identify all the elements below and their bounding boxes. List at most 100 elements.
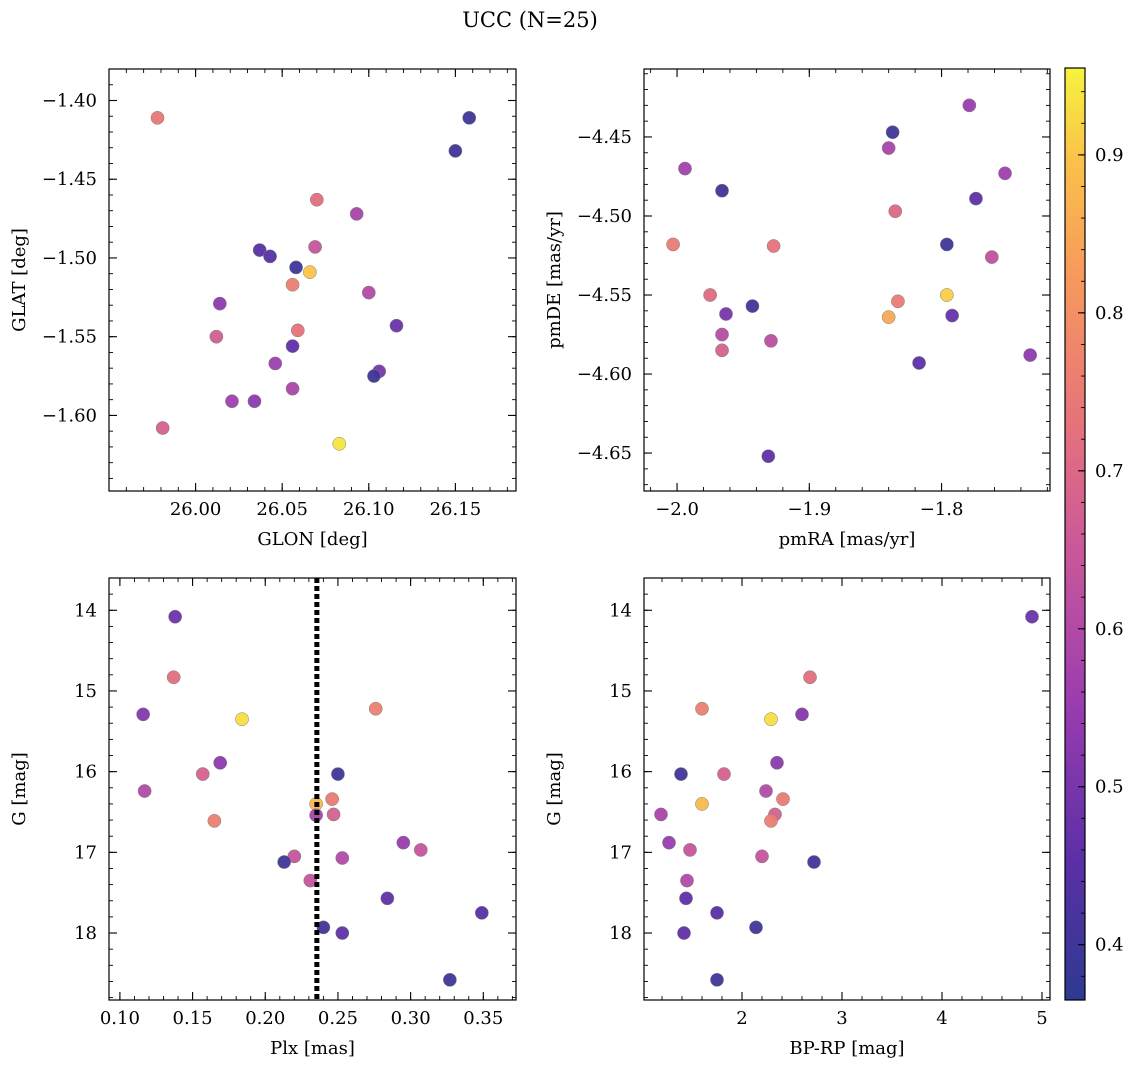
- x-tick-label: 0.25: [318, 1008, 358, 1029]
- data-point: [715, 183, 729, 198]
- data-point: [443, 972, 457, 987]
- colorbar-tick-label: 0.5: [1095, 777, 1124, 798]
- x-tick-label: 26.10: [343, 499, 395, 520]
- axes-frame: [643, 577, 1051, 1001]
- data-point: [413, 843, 428, 857]
- data-point: [764, 334, 778, 348]
- data-point: [764, 712, 778, 727]
- data-point: [137, 784, 152, 798]
- data-point: [984, 250, 999, 264]
- data-point: [168, 609, 182, 624]
- data-point: [998, 166, 1012, 181]
- data-point: [764, 814, 778, 828]
- data-point: [654, 807, 668, 822]
- x-tick-label: 4: [936, 1008, 947, 1029]
- y-tick-label: −1.50: [42, 248, 97, 269]
- data-point: [213, 755, 228, 770]
- data-point: [263, 249, 277, 264]
- data-point: [1025, 609, 1039, 624]
- data-point: [677, 926, 691, 940]
- data-point: [888, 204, 903, 219]
- data-point: [361, 285, 376, 300]
- x-tick-label: 3: [836, 1008, 847, 1029]
- data-point: [155, 421, 170, 435]
- axes-frame: [643, 68, 1051, 492]
- x-tick-label: 0.10: [100, 1008, 140, 1029]
- y-tick-label: −1.60: [42, 405, 97, 426]
- data-point: [247, 394, 262, 409]
- data-point: [766, 239, 781, 253]
- y-axis-label: pmDE [mas/yr]: [544, 211, 565, 349]
- x-axis-label: BP-RP [mag]: [789, 1038, 904, 1059]
- data-point: [666, 237, 680, 252]
- data-point: [308, 240, 322, 254]
- data-point: [277, 855, 292, 869]
- data-point: [212, 296, 227, 311]
- data-point: [755, 849, 769, 864]
- data-point: [252, 243, 267, 257]
- x-tick-label: 5: [1036, 1008, 1047, 1029]
- y-axis-label: GLAT [deg]: [9, 228, 30, 332]
- data-point: [209, 329, 224, 344]
- colorbar: 0.4 0.5 0.6 0.7 0.8 0.9: [1064, 67, 1124, 1001]
- data-point: [803, 670, 817, 685]
- axes-frame: [108, 68, 517, 492]
- data-point: [285, 381, 300, 396]
- data-point: [683, 843, 697, 857]
- y-tick-label: −1.45: [42, 169, 97, 190]
- data-point: [745, 299, 760, 313]
- x-tick-label: 0.15: [173, 1008, 213, 1029]
- data-point: [749, 920, 763, 935]
- data-point: [1023, 348, 1038, 362]
- data-point: [881, 141, 896, 155]
- colorbar-tick-label: 0.4: [1095, 935, 1124, 956]
- y-tick-label: 14: [609, 600, 632, 621]
- data-point: [166, 670, 181, 685]
- data-point: [462, 110, 477, 125]
- colorbar-tick-label: 0.6: [1095, 619, 1124, 640]
- y-axis-label: G [mag]: [9, 752, 30, 825]
- data-point: [335, 926, 350, 940]
- data-point: [695, 701, 709, 716]
- y-tick-label: −4.60: [577, 364, 632, 385]
- x-tick-label: 26.15: [430, 499, 482, 520]
- y-tick-label: 17: [74, 842, 97, 863]
- data-point: [268, 356, 283, 371]
- y-tick-label: −4.65: [577, 443, 632, 464]
- panel-pmra-pmde: −2.0 −1.9 −1.8 −4.45 −4.50 −4.55 −4.60 −4.65 pmR…: [544, 68, 1051, 550]
- data-point: [715, 343, 729, 358]
- colorbar-tick-label: 0.8: [1095, 303, 1124, 324]
- data-point: [969, 191, 983, 206]
- data-point: [695, 797, 709, 811]
- data-point: [474, 906, 489, 920]
- x-tick-label: 0.30: [391, 1008, 431, 1029]
- data-point: [881, 310, 896, 324]
- data-point: [331, 767, 345, 781]
- data-point: [674, 767, 688, 781]
- data-point: [195, 767, 210, 781]
- y-axis-label: G [mag]: [544, 752, 565, 825]
- y-tick-label: 17: [609, 842, 632, 863]
- y-tick-label: 15: [609, 681, 632, 702]
- data-point: [396, 835, 411, 850]
- data-point: [717, 767, 731, 781]
- x-tick-label: 26.05: [256, 499, 308, 520]
- data-point: [207, 814, 222, 828]
- data-point: [885, 125, 900, 140]
- y-tick-label: −4.50: [577, 206, 632, 227]
- data-point: [679, 891, 693, 906]
- data-point: [316, 920, 331, 935]
- y-tick-label: 14: [74, 600, 97, 621]
- x-tick-label: 0.20: [245, 1008, 285, 1029]
- y-tick-label: −1.40: [42, 90, 97, 111]
- data-point: [678, 161, 692, 176]
- data-point: [448, 144, 463, 158]
- data-point: [303, 265, 317, 279]
- data-point: [332, 436, 347, 451]
- data-point: [761, 449, 776, 464]
- data-point: [368, 701, 383, 716]
- data-point: [891, 294, 905, 309]
- y-tick-label: −1.55: [42, 327, 97, 348]
- axes-frame: [108, 577, 517, 1001]
